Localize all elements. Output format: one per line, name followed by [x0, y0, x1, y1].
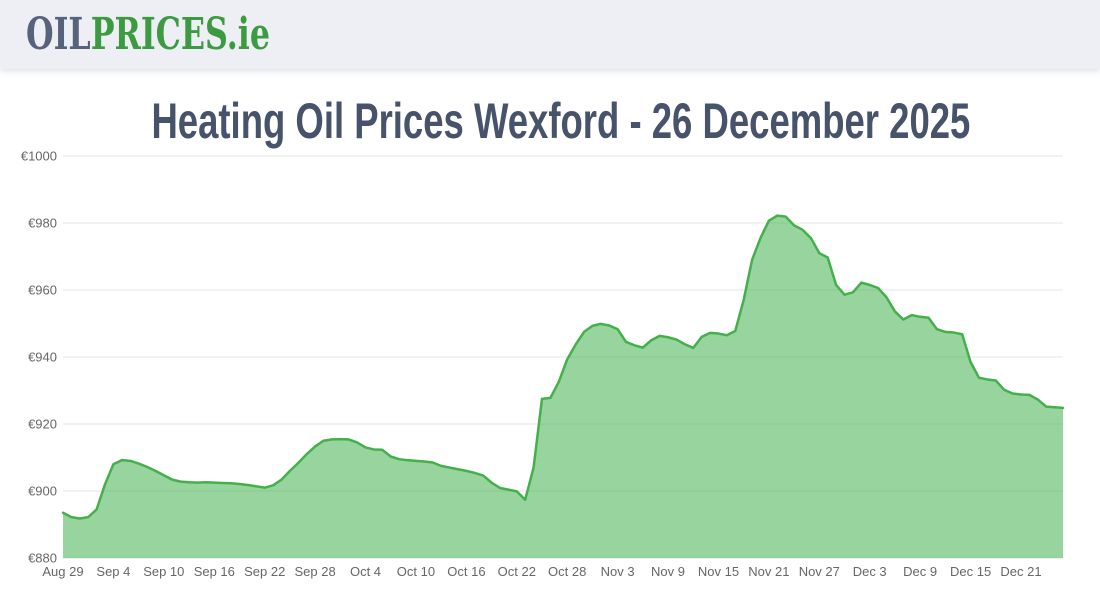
x-axis-label: Aug 29 — [42, 564, 83, 579]
logo-text-prices: PRICES — [90, 8, 227, 60]
x-axis-label: Sep 28 — [294, 564, 335, 579]
x-axis-label: Sep 22 — [244, 564, 285, 579]
x-axis-label: Oct 4 — [350, 564, 381, 579]
x-axis-label: Dec 15 — [950, 564, 991, 579]
x-axis-label: Nov 3 — [601, 564, 635, 579]
x-axis-label: Oct 16 — [447, 564, 485, 579]
x-axis-label: Nov 21 — [748, 564, 789, 579]
x-axis-label: Sep 16 — [194, 564, 235, 579]
price-line — [61, 214, 1065, 520]
site-logo[interactable]: OILPRICES.ie — [26, 12, 270, 57]
x-axis-label: Nov 15 — [698, 564, 739, 579]
y-axis-label: €940 — [28, 350, 57, 365]
x-axis-label: Sep 4 — [96, 564, 130, 579]
x-axis-label: Sep 10 — [143, 564, 184, 579]
x-axis-label: Oct 28 — [548, 564, 586, 579]
y-axis-label: €980 — [28, 216, 57, 231]
y-axis-label: €900 — [28, 484, 57, 499]
logo-text-oil: OIL — [26, 8, 91, 60]
y-axis-label: €1000 — [21, 149, 57, 164]
y-axis-label: €880 — [28, 551, 57, 566]
y-axis-label: €960 — [28, 283, 57, 298]
x-axis-label: Nov 9 — [651, 564, 685, 579]
x-axis-label: Nov 27 — [799, 564, 840, 579]
logo-text-ie: .ie — [226, 8, 271, 60]
x-axis-label: Dec 21 — [1000, 564, 1041, 579]
x-axis-label: Dec 3 — [853, 564, 887, 579]
x-axis-label: Dec 9 — [903, 564, 937, 579]
x-axis-label: Oct 10 — [397, 564, 435, 579]
page-title: Heating Oil Prices Wexford - 26 December… — [151, 93, 971, 149]
price-area — [63, 215, 1063, 558]
title-row: Heating Oil Prices Wexford - 26 December… — [0, 91, 1100, 151]
site-header: OILPRICES.ie — [0, 0, 1100, 69]
x-axis-label: Oct 22 — [498, 564, 536, 579]
y-axis-label: €920 — [28, 417, 57, 432]
